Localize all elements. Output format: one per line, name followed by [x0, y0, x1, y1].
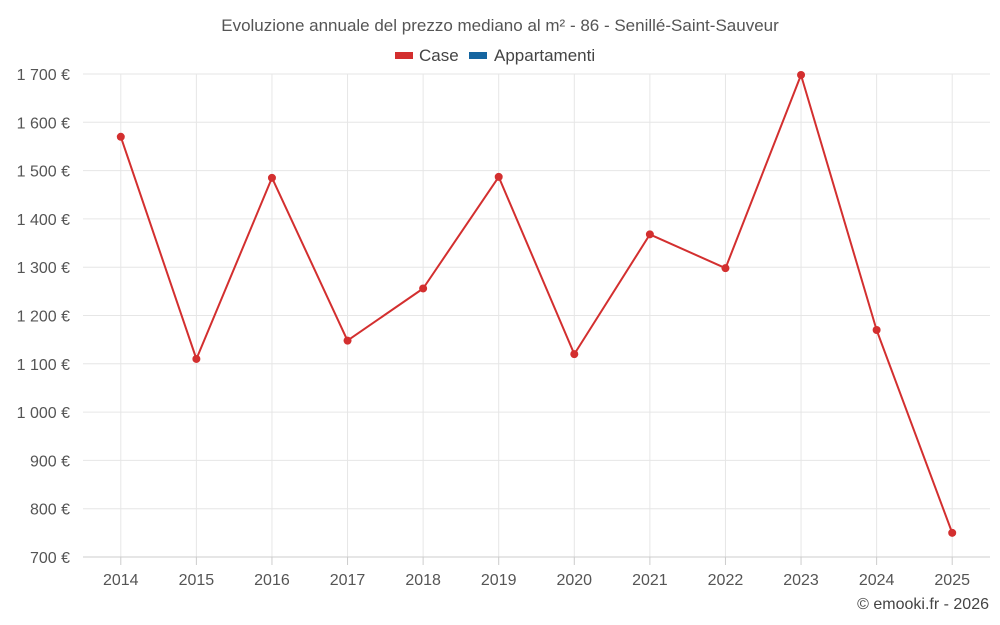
data-point-2019[interactable] [494, 172, 503, 181]
legend-label-appartamenti: Appartamenti [494, 46, 595, 65]
y-tick-label: 1 000 € [17, 405, 70, 422]
x-tick-label: 2019 [481, 572, 517, 589]
x-axis-labels: 2014 2015 2016 2017 2018 2019 2020 2021 2022 2023… [103, 572, 970, 589]
x-tick-label: 2024 [859, 572, 895, 589]
legend-item-appartamenti[interactable]: Appartamenti [469, 46, 595, 65]
legend-swatch-case [395, 52, 413, 59]
data-point-2016[interactable] [267, 173, 276, 182]
x-tick-label: 2022 [708, 572, 744, 589]
y-axis-labels: 700 € 800 € 900 € 1 000 € 1 100 € 1 200 € 1 30… [17, 67, 70, 567]
x-tick-label: 2020 [556, 572, 592, 589]
data-point-2017[interactable] [343, 336, 352, 345]
x-tick-label: 2016 [254, 572, 290, 589]
legend: Case Appartamenti [395, 46, 595, 65]
data-point-2018[interactable] [419, 284, 428, 293]
x-tick-label: 2015 [179, 572, 215, 589]
x-tick-label: 2018 [405, 572, 441, 589]
x-tick-label: 2014 [103, 572, 139, 589]
series-line-case [119, 74, 954, 534]
legend-label-case: Case [419, 46, 459, 65]
y-tick-label: 700 € [30, 550, 70, 567]
legend-swatch-appartamenti [469, 52, 487, 59]
axes [83, 556, 990, 565]
y-tick-label: 1 600 € [17, 115, 70, 132]
y-tick-label: 1 200 € [17, 309, 70, 326]
data-point-2022[interactable] [721, 264, 730, 273]
y-tick-label: 1 400 € [17, 212, 70, 229]
y-tick-label: 1 700 € [17, 67, 70, 84]
y-tick-label: 1 300 € [17, 260, 70, 277]
y-tick-label: 800 € [30, 502, 70, 519]
x-tick-label: 2017 [330, 572, 366, 589]
data-point-2014[interactable] [116, 132, 125, 141]
y-tick-label: 900 € [30, 453, 70, 470]
x-tick-label: 2025 [934, 572, 970, 589]
data-point-2023[interactable] [797, 70, 806, 79]
data-point-2024[interactable] [872, 325, 881, 334]
x-tick-label: 2023 [783, 572, 819, 589]
grid [83, 73, 990, 557]
credit-text: © emooki.fr - 2026 [857, 596, 989, 613]
y-tick-label: 1 500 € [17, 164, 70, 181]
data-point-2025[interactable] [948, 528, 957, 537]
data-point-2021[interactable] [645, 230, 654, 239]
legend-item-case[interactable]: Case [395, 46, 459, 65]
chart-title: Evoluzione annuale del prezzo mediano al… [221, 16, 779, 35]
series-case [116, 70, 957, 537]
x-tick-label: 2021 [632, 572, 668, 589]
data-point-2015[interactable] [192, 354, 201, 363]
y-tick-label: 1 100 € [17, 357, 70, 374]
data-point-2020[interactable] [570, 350, 579, 359]
